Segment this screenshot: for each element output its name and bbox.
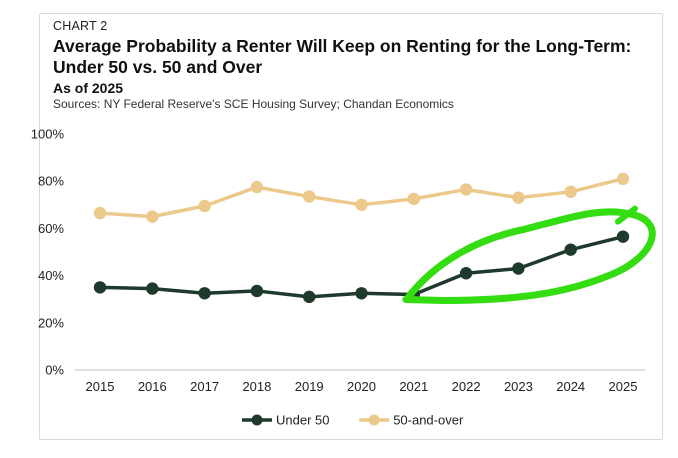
chart-title-line2: Under 50 vs. 50 and Over xyxy=(53,57,263,77)
series-under-50 xyxy=(93,230,630,304)
chart-subtitle: As of 2025 xyxy=(53,80,124,96)
data-point xyxy=(303,290,316,304)
y-tick-label: 20% xyxy=(38,315,64,330)
x-tick-label: 2023 xyxy=(504,379,533,394)
data-point xyxy=(146,282,159,295)
data-point xyxy=(512,262,525,275)
x-tick-label: 2025 xyxy=(609,379,638,394)
x-tick-label: 2022 xyxy=(452,379,481,394)
data-point xyxy=(564,185,577,199)
x-tick-label: 2019 xyxy=(295,379,324,394)
data-point xyxy=(459,183,473,196)
data-point xyxy=(355,198,368,211)
y-tick-label: 60% xyxy=(38,221,64,236)
chart-title: Average Probability a Renter Will Keep o… xyxy=(53,36,643,78)
x-tick-label: 2015 xyxy=(86,379,115,394)
data-point xyxy=(250,284,264,298)
y-tick-label: 80% xyxy=(38,174,64,189)
data-point xyxy=(93,206,107,220)
data-point xyxy=(355,287,368,300)
y-tick-label: 100% xyxy=(31,127,65,142)
x-tick-label: 2016 xyxy=(138,379,167,394)
data-point xyxy=(512,191,525,204)
legend-item-50-and-over: 50-and-over xyxy=(359,413,464,428)
chart-source: Sources: NY Federal Reserve's SCE Housin… xyxy=(53,97,454,111)
data-point xyxy=(616,172,630,186)
x-tick-label: 2017 xyxy=(190,379,219,394)
y-tick-label: 0% xyxy=(45,363,64,378)
chart-title-line1: Average Probability a Renter Will Keep o… xyxy=(53,36,632,56)
y-tick-label: 40% xyxy=(38,268,64,283)
data-point xyxy=(93,281,107,294)
data-point xyxy=(407,192,420,206)
legend-swatch-marker xyxy=(251,414,263,426)
highlight-scribble xyxy=(402,208,656,304)
data-point xyxy=(146,210,159,223)
chart-frame xyxy=(39,13,663,440)
x-tick-label: 2020 xyxy=(347,379,376,394)
legend-swatch-marker xyxy=(368,414,380,426)
legend-item-under-50: Under 50 xyxy=(242,413,329,428)
highlight-scribble-tail xyxy=(615,205,638,225)
data-point xyxy=(303,190,316,203)
x-tick-label: 2021 xyxy=(399,379,428,394)
x-tick-label: 2018 xyxy=(242,379,271,394)
x-tick-label: 2024 xyxy=(556,379,585,394)
series-50-and-over xyxy=(93,172,630,223)
data-point xyxy=(250,180,264,194)
data-point xyxy=(564,243,577,256)
data-point xyxy=(459,267,473,280)
legend-label: Under 50 xyxy=(276,413,329,428)
data-point xyxy=(198,287,211,300)
legend-label: 50-and-over xyxy=(393,413,464,428)
data-point xyxy=(198,199,211,213)
chart-label: CHART 2 xyxy=(53,19,108,33)
data-point xyxy=(616,230,630,243)
